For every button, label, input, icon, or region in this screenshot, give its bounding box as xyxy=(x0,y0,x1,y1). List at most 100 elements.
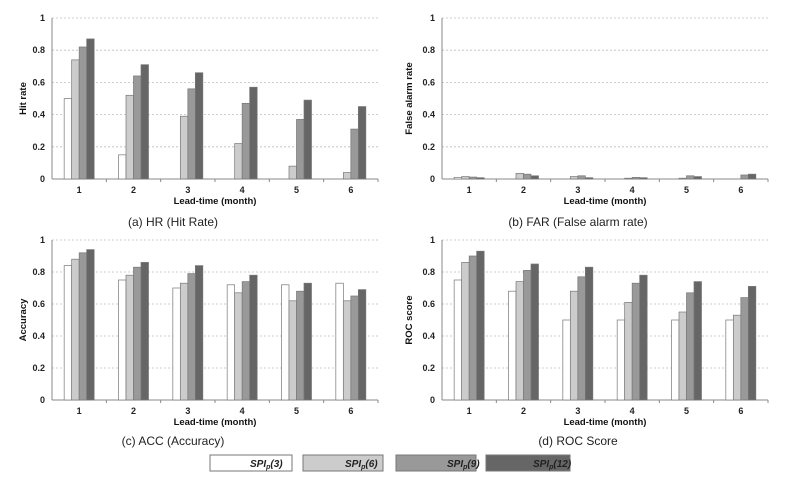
legend-label-spi12: SPIp(12) xyxy=(533,459,572,471)
bar-acc-lead1-series2 xyxy=(78,252,88,401)
x-tick-label: 4 xyxy=(240,185,245,195)
y-tick-label: 1 xyxy=(430,13,435,23)
bar-far-lead1-series1 xyxy=(461,176,470,180)
x-tick-label: 6 xyxy=(348,185,353,195)
y-tick-label: 0.6 xyxy=(422,299,435,309)
bar-roc-lead1-series3 xyxy=(476,250,485,401)
bar-far-lead4-series2 xyxy=(631,177,641,180)
bar-far-lead2-series1 xyxy=(515,173,524,180)
bar-roc-lead2-series2 xyxy=(523,270,532,401)
bar-roc-lead5-series2 xyxy=(686,292,695,401)
x-tick-label: 5 xyxy=(684,406,689,416)
legend-label-spi3: SPIp(3) xyxy=(250,459,283,471)
x-tick-label: 5 xyxy=(294,185,299,195)
bar-acc-lead5-series0 xyxy=(281,284,290,401)
bar-far-lead5-series3 xyxy=(693,176,702,180)
bar-far-lead2-series3 xyxy=(530,175,539,180)
bar-acc-lead3-series2 xyxy=(187,273,196,401)
panel-caption: (b) FAR (False alarm rate) xyxy=(508,215,647,229)
bar-roc-lead1-series2 xyxy=(468,255,478,401)
bar-acc-lead4-series2 xyxy=(241,281,251,401)
x-tick-label: 5 xyxy=(684,185,689,195)
bar-roc-lead4-series0 xyxy=(616,319,626,401)
x-tick-label: 6 xyxy=(738,406,743,416)
bar-hr-lead5-series3 xyxy=(303,99,312,180)
bar-far-lead5-series1 xyxy=(678,177,687,180)
y-tick-label: 1 xyxy=(430,235,435,245)
y-axis-label: Hit rate xyxy=(18,82,29,115)
y-tick-label: 1 xyxy=(40,13,45,23)
y-tick-label: 0 xyxy=(40,395,45,405)
legend-swatch-spi6 xyxy=(302,454,384,472)
x-tick-label: 1 xyxy=(77,406,82,416)
bar-acc-lead6-series0 xyxy=(335,282,344,401)
bar-hr-lead1-series2 xyxy=(78,46,88,180)
chart-panel-acc: 0 0.2 0.4 0.6 0.8 1 1 2 3 4 5 6 Lead-time (month) Acc… xyxy=(18,235,379,448)
x-tick-label: 3 xyxy=(575,406,580,416)
x-tick-label: 1 xyxy=(467,406,472,416)
x-tick-label: 4 xyxy=(630,185,635,195)
y-tick-label: 0 xyxy=(430,395,435,405)
legend-label-spi9: SPIp(9) xyxy=(447,459,480,471)
bar-hr-lead3-series3 xyxy=(194,72,204,180)
bar-hr-lead3-series2 xyxy=(187,88,196,180)
bar-roc-lead3-series1 xyxy=(569,290,579,401)
x-axis-label: Lead-time (month) xyxy=(564,196,647,207)
bar-acc-lead5-series3 xyxy=(303,282,312,401)
bar-roc-lead5-series1 xyxy=(678,311,687,401)
legend-swatch-spi9 xyxy=(395,454,477,472)
y-tick-label: 0.6 xyxy=(32,299,45,309)
bar-roc-lead6-series3 xyxy=(747,286,757,401)
x-tick-label: 1 xyxy=(467,185,472,195)
bar-hr-lead2-series1 xyxy=(125,94,134,180)
bar-acc-lead5-series2 xyxy=(296,290,305,401)
bar-roc-lead3-series0 xyxy=(562,319,571,401)
bar-acc-lead4-series0 xyxy=(226,284,236,401)
bar-acc-lead6-series1 xyxy=(342,300,352,401)
bar-acc-lead4-series1 xyxy=(234,292,243,401)
y-tick-label: 0.2 xyxy=(32,363,45,373)
bar-hr-lead1-series3 xyxy=(86,38,95,180)
bar-hr-lead2-series3 xyxy=(140,64,149,180)
y-axis-label: False alarm rate xyxy=(404,62,415,134)
bar-hr-lead1-series1 xyxy=(71,59,80,180)
x-tick-label: 2 xyxy=(131,406,136,416)
bar-acc-lead1-series1 xyxy=(71,258,80,401)
bar-roc-lead2-series0 xyxy=(508,290,517,401)
y-tick-label: 0 xyxy=(40,174,45,184)
chart-panel-far: 0 0.2 0.4 0.6 0.8 1 1 2 3 4 5 6 Lead-time (month) Fal… xyxy=(404,13,769,229)
bar-hr-lead4-series1 xyxy=(234,143,243,180)
bar-hr-lead5-series1 xyxy=(288,165,297,180)
bar-far-lead1-series3 xyxy=(476,177,485,180)
bar-roc-lead6-series1 xyxy=(732,314,742,401)
y-tick-label: 0.8 xyxy=(422,267,435,277)
x-tick-label: 2 xyxy=(521,406,526,416)
bar-hr-lead2-series0 xyxy=(118,154,127,180)
bar-roc-lead2-series3 xyxy=(530,263,539,401)
bar-far-lead5-series2 xyxy=(686,175,695,180)
bar-acc-lead3-series1 xyxy=(179,282,189,401)
bar-hr-lead6-series3 xyxy=(357,106,367,180)
bar-acc-lead6-series3 xyxy=(357,289,367,401)
bar-far-lead6-series2 xyxy=(740,174,749,180)
bar-acc-lead5-series1 xyxy=(288,300,297,401)
bar-far-lead6-series3 xyxy=(747,173,757,180)
x-tick-label: 5 xyxy=(294,406,299,416)
bar-acc-lead1-series0 xyxy=(63,265,73,401)
legend-item-spi9: SPIp(9) xyxy=(395,454,480,472)
bar-acc-lead3-series3 xyxy=(194,265,204,401)
bar-far-lead4-series1 xyxy=(624,177,633,180)
bar-acc-lead1-series3 xyxy=(86,249,95,401)
bar-acc-lead2-series2 xyxy=(133,266,142,401)
bar-acc-lead6-series2 xyxy=(350,295,359,401)
bar-roc-lead6-series0 xyxy=(725,319,734,401)
bar-roc-lead4-series3 xyxy=(639,274,648,401)
legend-item-spi3: SPIp(3) xyxy=(209,454,293,472)
y-tick-label: 0.8 xyxy=(32,45,45,55)
x-axis-label: Lead-time (month) xyxy=(564,417,647,428)
bar-hr-lead4-series3 xyxy=(249,86,258,180)
bar-acc-lead4-series3 xyxy=(249,274,258,401)
y-axis-label: ROC score xyxy=(404,295,415,344)
bar-roc-lead2-series1 xyxy=(515,281,524,401)
